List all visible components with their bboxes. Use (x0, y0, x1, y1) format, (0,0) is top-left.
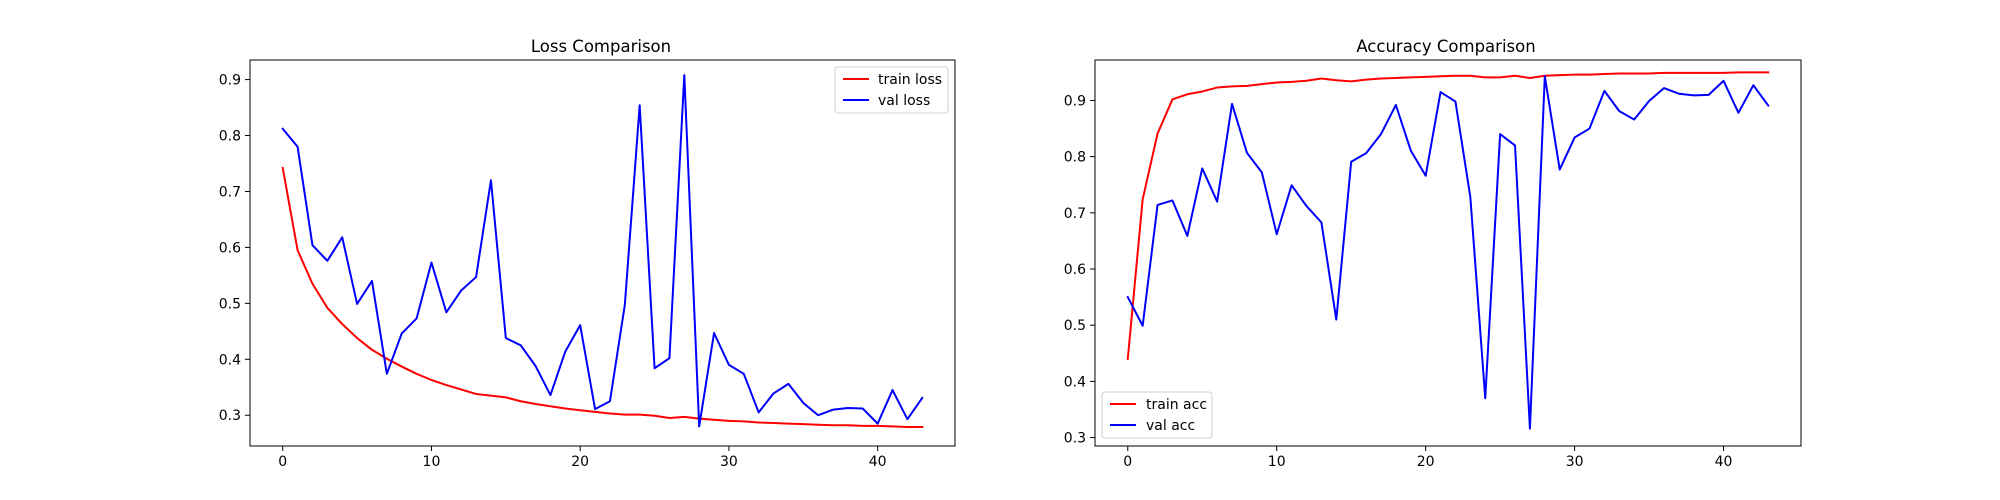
x-tick-label: 40 (1715, 454, 1733, 470)
y-tick-label: 0.9 (1064, 93, 1086, 109)
x-tick-label: 0 (278, 454, 287, 470)
series-line-train-acc (1126, 71, 1770, 360)
legend-label-train-loss: train loss (878, 72, 942, 88)
x-tick-label: 10 (1268, 454, 1286, 470)
x-tick-label: 40 (869, 454, 887, 470)
accuracy-chart: Accuracy Comparison 0 10 20 30 40 0.3 0.4 0.5 0.… (1064, 37, 1802, 470)
x-tick-label: 0 (1123, 454, 1132, 470)
series-line-train-loss (281, 166, 924, 428)
x-tick-label: 20 (571, 454, 589, 470)
series-line-val-loss (281, 74, 924, 428)
loss-chart-title: Loss Comparison (531, 37, 671, 56)
x-tick-label: 10 (423, 454, 441, 470)
y-tick-label: 0.9 (219, 73, 241, 89)
x-tick-label: 30 (1566, 454, 1584, 470)
y-tick-label: 0.7 (219, 184, 241, 200)
y-tick-label: 0.6 (1064, 262, 1086, 278)
x-tick-label: 20 (1417, 454, 1435, 470)
loss-chart-legend: train loss val loss (834, 66, 949, 114)
loss-chart: Loss Comparison 0 10 20 30 40 0.3 0.4 0.5 0.6 0.7… (219, 37, 956, 470)
legend-label-train-acc: train acc (1146, 397, 1207, 413)
y-tick-label: 0.4 (1064, 374, 1086, 390)
y-tick-label: 0.5 (219, 296, 241, 312)
y-tick-label: 0.7 (1064, 206, 1086, 222)
series-line-val-acc (1126, 75, 1770, 430)
accuracy-chart-axes-frame (1094, 59, 1802, 447)
y-tick-label: 0.6 (219, 240, 241, 256)
y-tick-label: 0.8 (219, 129, 241, 145)
x-tick-label: 30 (720, 454, 738, 470)
legend-label-val-loss: val loss (878, 93, 930, 109)
accuracy-chart-legend: train acc val acc (1101, 391, 1213, 439)
y-tick-label: 0.4 (219, 352, 241, 368)
legend-label-val-acc: val acc (1146, 418, 1195, 434)
accuracy-chart-title: Accuracy Comparison (1356, 37, 1535, 56)
y-tick-label: 0.3 (219, 408, 241, 424)
y-tick-label: 0.5 (1064, 318, 1086, 334)
loss-chart-axes-frame (249, 59, 956, 447)
y-tick-label: 0.3 (1064, 431, 1086, 447)
y-tick-label: 0.8 (1064, 150, 1086, 166)
